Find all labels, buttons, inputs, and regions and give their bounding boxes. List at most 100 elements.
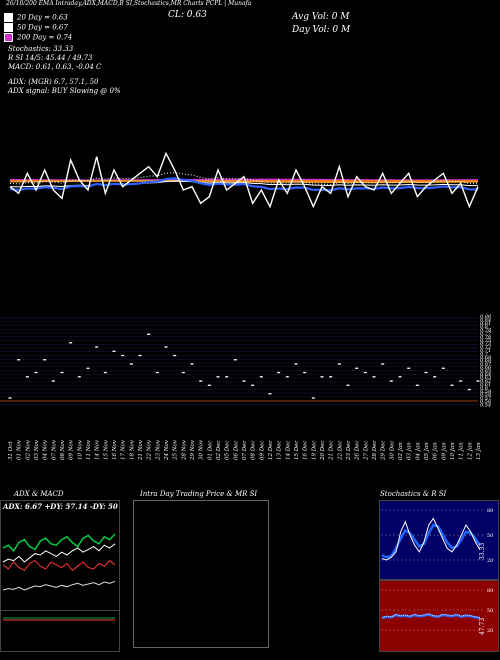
legend-swatch [4,33,13,42]
legend-label: 200 Day = 0.74 [17,33,73,42]
adx-panel-title: ADX & MACD [14,490,64,498]
rsi-value-label: 47.73 [479,618,486,635]
intraday-dot [242,380,246,382]
intraday-dot [60,371,64,374]
stoch-level-label: 50 [487,533,493,539]
intraday-dot [138,354,142,357]
intraday-dot [155,371,159,374]
axis-tick-label: 0.78 [480,328,491,334]
axis-tick-label: 0.6 [480,385,489,391]
intraday-dot [441,367,445,369]
intraday-dot [51,380,55,382]
date-tick-label: 07 Dec [242,441,248,461]
plus-di-line [2,533,116,553]
date-tick-label: 07 Nov [51,439,57,460]
axis-tick-label: 0.86 [480,314,492,320]
stoch-value-label: 33.33 [479,543,486,560]
intraday-dot [181,371,185,374]
date-tick-label: 09 Nov [69,439,75,460]
date-tick-label: 12 Dec [268,441,274,461]
date-tick-label: 14 Dec [285,441,291,461]
legend-item: 20 Day = 0.63 [4,13,68,22]
date-tick-label: 27 Dec [363,441,369,462]
axis-tick-label: 0.57 [480,396,492,402]
date-tick-label: 28 Nov [181,439,187,461]
date-tick-label: 11 Jan [459,442,465,460]
stochastics-readout: Stochastics: 33.33 [8,45,74,53]
intraday-dot [372,376,376,378]
date-tick-label: 13 Jan [476,442,482,460]
intraday-dot [129,363,133,365]
date-tick-label: 02 Dec [216,441,222,461]
intraday-dot [363,371,367,374]
intraday-dot [329,376,333,378]
intraday-dot [355,367,359,369]
axis-tick-label: 0.58 [480,392,491,398]
axis-tick-label: 0.8 [480,324,488,330]
date-tick-label: 18 Nov [129,439,135,460]
ema-line [9,180,479,188]
legend-swatch [4,23,13,32]
intraday-dot [77,376,81,378]
axis-tick-label: 0.66 [480,365,492,371]
intraday-panel [133,500,269,648]
axis-tick-label: 0.64 [480,372,491,378]
intraday-dot [43,359,47,361]
intraday-dot [415,384,419,386]
intraday-dot [294,363,298,365]
date-tick-label: 03 Jan [407,442,413,460]
intraday-dot [285,376,289,378]
axis-tick-label: 0.72 [480,345,491,351]
date-tick-label: 22 Dec [337,441,343,462]
adx-lower-line [2,580,116,591]
intraday-dot [259,376,263,378]
intraday-dot [34,371,38,374]
intraday-dot [320,376,324,378]
stoch-level-label: 80 [487,508,493,514]
date-tick-label: 02 Jan [398,442,404,460]
intraday-dot [459,380,463,382]
date-tick-label: 20 Dec [320,441,326,462]
date-tick-label: 29 Nov [190,439,196,461]
date-tick-label: 09 Jan [441,442,447,460]
axis-tick-label: 0.67 [480,362,492,368]
axis-tick-label: 0.69 [480,355,492,361]
date-tick-label: 16 Nov [112,439,118,460]
date-tick-label: 08 Dec [251,441,257,461]
close-label: CL: 0.63 [168,10,207,20]
date-tick-label: 06 Jan [433,442,439,460]
intraday-dot [199,380,203,382]
date-tick-label: 11 Nov [86,439,92,460]
adx-signal: ADX signal: BUY Slowing @ 0% [8,87,121,95]
intraday-dot [190,363,194,365]
intraday-dot [147,333,151,335]
rsi-readout: R SI 14/5: 45.44 / 49.73 [8,54,93,62]
axis-tick-label: 0.75 [480,338,491,344]
intraday-dot [207,384,211,386]
stoch-d-line [381,523,482,559]
stoch-level-label: 20 [487,558,493,564]
date-tick-label: 12 Jan [467,442,473,460]
legend-label: 50 Day = 0.67 [17,23,68,32]
axis-tick-label: 0.81 [480,321,491,327]
intraday-dot [381,363,385,365]
date-tick-label: 21 Dec [329,441,335,462]
date-tick-label: 01 Nov [17,439,23,460]
macd-panel [0,610,120,652]
date-tick-label: 19 Dec [311,441,317,461]
date-tick-label: 04 Nov [43,439,49,460]
date-tick-label: 15 Nov [103,439,109,460]
intraday-dot [95,346,99,348]
rsi-line [381,613,481,620]
intraday-dot [476,380,480,382]
intraday-dot [173,354,177,357]
intraday-dot [233,359,237,361]
rsi-level-label: 80 [487,588,493,594]
intraday-dot [164,346,168,348]
stoch-panel-title: Stochastics & R SI [380,490,447,498]
day-volume: Day Vol: 0 M [292,25,351,35]
header-title-line: 26/10/200 EMA Intraday,ADX,MACD,B SI,Sto… [6,0,252,7]
intraday-dot [346,384,350,386]
